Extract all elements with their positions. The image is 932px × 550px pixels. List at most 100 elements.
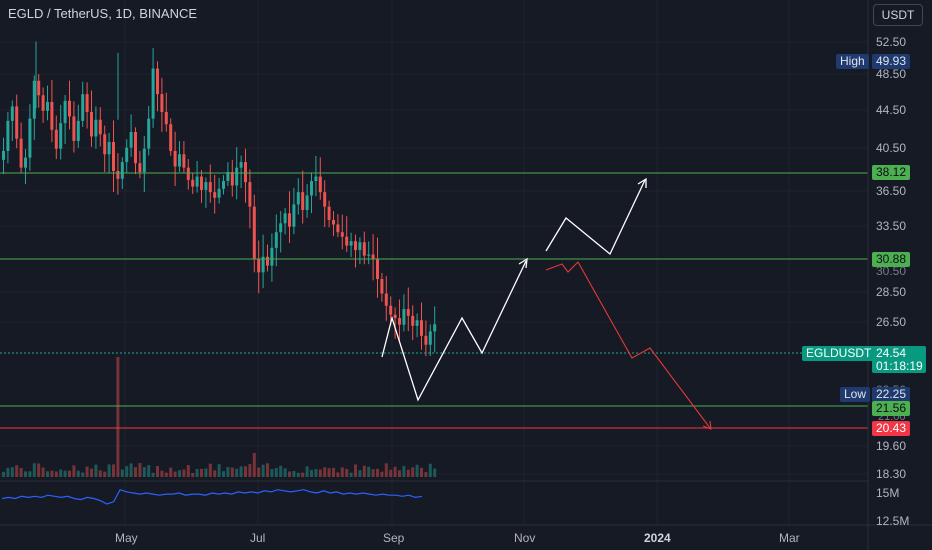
volume-bar [204, 468, 208, 477]
candle-body [230, 172, 234, 186]
candle-body [138, 163, 142, 173]
candle-body [310, 181, 313, 196]
time-tick: 2024 [644, 531, 671, 545]
candle-body [261, 256, 265, 273]
volume-bar [2, 471, 5, 477]
candle-body [411, 315, 415, 326]
bullish-projection-path [381, 260, 527, 402]
volume-bar [173, 471, 177, 477]
volume-bar [305, 466, 309, 477]
volume-bar [125, 466, 129, 477]
volume-bar [433, 468, 437, 477]
volume-bar [107, 464, 111, 477]
candle-body [415, 320, 419, 326]
candle-body [116, 170, 120, 179]
candle-body [103, 134, 107, 155]
volume-bar [76, 470, 80, 477]
volume-bar [186, 465, 190, 477]
volume-bar [217, 464, 221, 477]
volume-bar [261, 464, 265, 477]
candle-body [398, 318, 401, 325]
high-value-tag: 49.93 [872, 54, 911, 69]
candle-body [76, 120, 80, 141]
candle-body [59, 123, 63, 149]
price-tick: 33.50 [876, 219, 907, 233]
volume-bar [63, 470, 67, 477]
volume-bar [296, 472, 300, 477]
candle-body [129, 132, 133, 148]
candle-body [376, 258, 379, 280]
price-tick: 19.60 [876, 439, 907, 453]
volume-bar [384, 463, 388, 477]
candle-body [63, 100, 67, 124]
candle-body [274, 232, 278, 248]
volume-bar [98, 470, 102, 477]
volume-bar [94, 464, 98, 477]
volume-bar [406, 469, 410, 477]
price-tick: 40.50 [876, 141, 907, 155]
volume-bar [279, 465, 283, 477]
candle-body [424, 335, 428, 345]
volume-bar [85, 466, 89, 477]
currency-button[interactable]: USDT [873, 4, 923, 26]
candle-body [178, 154, 181, 167]
volume-bar [345, 468, 349, 477]
volume-bar [340, 467, 344, 477]
candle-body [204, 182, 208, 190]
candle-body [235, 167, 239, 186]
volume-bar [72, 465, 76, 477]
volume-bar [103, 471, 107, 477]
volume-bar [248, 464, 252, 477]
candle-body [15, 106, 19, 139]
candle-body [257, 258, 261, 273]
volume-bar [327, 468, 331, 477]
volume-bar [252, 453, 256, 477]
volume-bar [41, 467, 45, 477]
candle-body [252, 206, 256, 259]
candle-body [46, 101, 49, 111]
volume-bar [68, 470, 71, 477]
candle-body [68, 100, 71, 117]
candle-body [208, 182, 212, 193]
volume-bar [310, 469, 313, 477]
candle-body [28, 118, 32, 158]
volume-bar [156, 466, 159, 477]
current-price-value: 24.54 [876, 346, 907, 360]
candle-body [420, 320, 423, 336]
candle-body [32, 80, 36, 119]
volume-bar [257, 467, 261, 477]
volume-bar [129, 463, 133, 477]
candle-body [406, 309, 410, 316]
volume-bar [424, 472, 428, 477]
volume-bar [112, 464, 115, 477]
candle-body [50, 101, 54, 130]
candle-body [85, 94, 89, 112]
candle-body [54, 129, 58, 149]
price-tick: 26.50 [876, 315, 907, 329]
bullish-arrow-head-2 [637, 177, 647, 188]
volume-bar [230, 467, 234, 477]
volume-bar [288, 471, 291, 477]
symbol-tag: EGLDUSDT [802, 346, 876, 361]
volume-bar [169, 467, 173, 477]
candle-body [81, 94, 85, 121]
volume-bar [222, 471, 225, 477]
volume-bar [318, 469, 322, 477]
volume-bar [191, 472, 195, 477]
candle-body [292, 204, 296, 227]
candle-body [6, 120, 10, 151]
volume-bar [37, 463, 41, 477]
candle-body [296, 192, 300, 205]
volume-bar [213, 470, 217, 477]
volume-indicator-line [1, 488, 423, 505]
candle-body [19, 138, 23, 168]
volume-tick: 12.5M [876, 514, 910, 528]
candle-body [367, 254, 371, 256]
volume-bar [354, 464, 357, 477]
volume-bar [178, 470, 181, 477]
candle-body [349, 241, 353, 246]
volume-bar [235, 468, 239, 477]
candle-body [160, 94, 164, 112]
candle-body [98, 119, 102, 135]
